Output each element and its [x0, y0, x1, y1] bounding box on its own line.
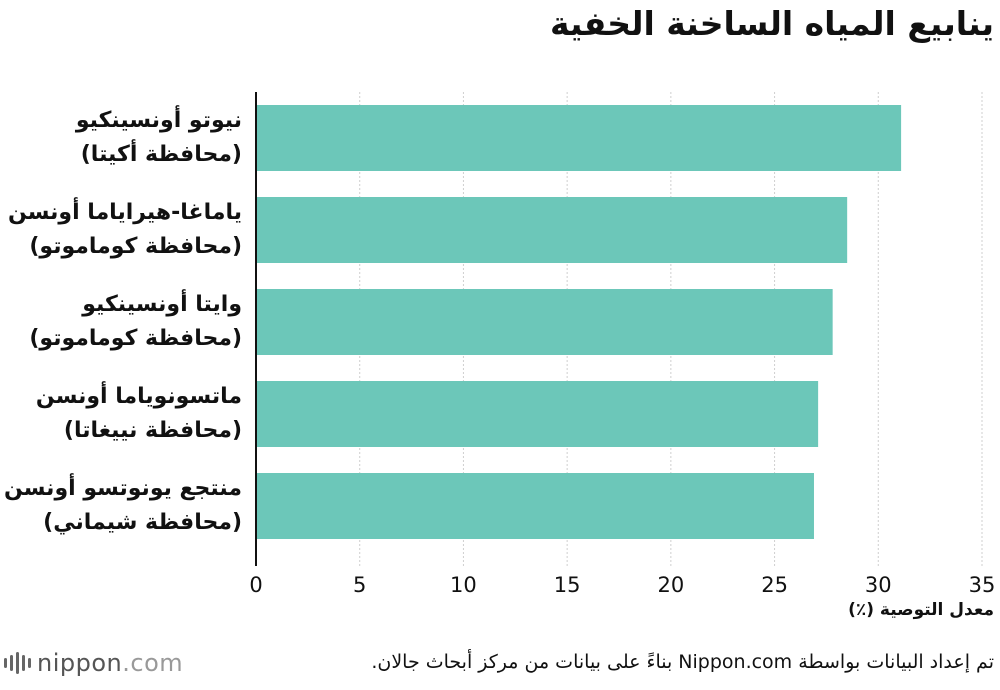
source-note: تم إعداد البيانات بواسطة Nippon.com بناء… [371, 651, 994, 673]
bar [256, 473, 814, 539]
x-tick-label: 35 [969, 573, 996, 597]
chart-title: ينابيع المياه الساخنة الخفية [550, 4, 994, 43]
category-name: ياماغا-هيراياما أونسن [7, 200, 242, 225]
x-tick-label: 30 [865, 573, 892, 597]
category-region: (محافظة شيماني) [43, 510, 242, 535]
category-label: منتجع يونوتسو أونسن (محافظة شيماني) [0, 472, 242, 540]
category-region: (محافظة أكيتا) [80, 142, 242, 167]
category-region: (محافظة نييغاتا) [63, 418, 242, 443]
category-region: (محافظة كوماموتو) [29, 234, 242, 259]
category-name: ماتسونوياما أونسن [35, 384, 242, 409]
bar [256, 197, 848, 263]
logo-text: nippon.com [37, 649, 183, 677]
logo-main: nippon [37, 649, 123, 677]
bar-chart: 0 5 10 15 20 25 30 35 [249, 92, 996, 597]
category-label: وايتا أونسينكيو (محافظة كوماموتو) [0, 288, 242, 356]
logo-mark-icon [4, 652, 31, 674]
category-name: نيوتو أونسينكيو [75, 108, 242, 133]
x-tick-label: 0 [249, 573, 262, 597]
footer: nippon.com تم إعداد البيانات بواسطة Nipp… [0, 645, 1000, 690]
logo-domain: .com [122, 649, 184, 677]
x-tick-label: 20 [657, 573, 684, 597]
x-axis-label: معدل التوصية (٪) [848, 600, 994, 620]
bar [256, 105, 902, 171]
category-region: (محافظة كوماموتو) [29, 326, 242, 351]
x-tick-label: 5 [353, 573, 366, 597]
x-tick-label: 10 [450, 573, 477, 597]
category-label: ياماغا-هيراياما أونسن (محافظة كوماموتو) [0, 196, 242, 264]
category-name: منتجع يونوتسو أونسن [4, 476, 242, 501]
bar [256, 381, 819, 447]
x-tick-label: 25 [761, 573, 788, 597]
bar [256, 289, 833, 355]
category-label: ماتسونوياما أونسن (محافظة نييغاتا) [0, 380, 242, 448]
category-name: وايتا أونسينكيو [82, 292, 242, 317]
x-tick-label: 15 [554, 573, 581, 597]
category-label: نيوتو أونسينكيو (محافظة أكيتا) [0, 104, 242, 172]
nippon-logo[interactable]: nippon.com [4, 649, 183, 677]
